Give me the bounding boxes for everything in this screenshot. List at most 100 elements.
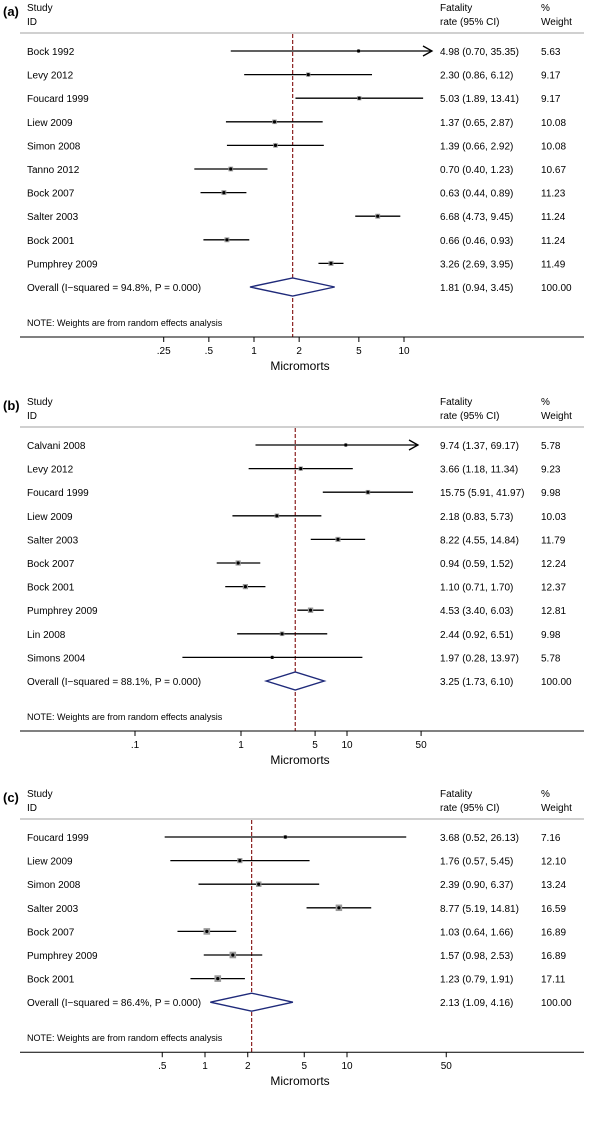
x-tick-label: .25 [157,346,171,357]
estimate-ci-text: 1.76 (0.57, 5.45) [440,857,513,868]
weights-note: NOTE: Weights are from random effects an… [27,318,223,328]
weight-text: 11.23 [541,189,566,200]
x-tick-label: 1 [238,740,244,751]
weight-text: 9.98 [541,488,561,499]
forest-panel: (c) Study ID Fatality rate (95% CI)% Weight Fo… [3,789,584,1088]
estimate-ci-text: 2.44 (0.92, 6.51) [440,630,513,641]
study-label: Levy 2012 [27,71,74,82]
x-axis-title: Micromorts [270,1074,329,1088]
estimate-ci-text: 0.66 (0.46, 0.93) [440,236,513,247]
header-id: ID [27,411,37,422]
weight-text: 12.81 [541,606,566,617]
point-estimate [216,977,220,981]
estimate-ci-text: 1.03 (0.64, 1.66) [440,927,513,938]
study-label: Liew 2009 [27,118,73,129]
point-estimate [329,261,333,265]
study-label: Calvani 2008 [27,441,86,452]
estimate-ci-text: 1.10 (0.71, 1.70) [440,583,513,594]
study-label: Bock 2007 [27,189,75,200]
overall-ci-text: 1.81 (0.94, 3.45) [440,283,513,294]
x-axis-title: Micromorts [270,753,329,767]
estimate-ci-text: 3.66 (1.18, 11.34) [440,465,518,476]
estimate-ci-text: 0.63 (0.44, 0.89) [440,189,513,200]
x-tick-label: .5 [158,1061,167,1072]
weight-text: 5.78 [541,441,561,452]
x-tick-label: 50 [441,1061,453,1072]
header-percent: % [541,397,550,408]
x-tick-label: 10 [398,346,410,357]
weight-text: 11.24 [541,236,566,247]
weight-text: 10.08 [541,141,566,152]
weight-text: 5.63 [541,47,561,58]
study-label: Pumphrey 2009 [27,259,98,270]
estimate-ci-text: 8.77 (5.19, 14.81) [440,904,519,915]
estimate-ci-text: 9.74 (1.37, 69.17) [440,441,519,452]
weight-text: 11.24 [541,212,566,223]
x-tick-label: 1 [202,1061,208,1072]
point-estimate [280,632,284,636]
weight-text: 16.89 [541,951,566,962]
header-id: ID [27,803,37,814]
study-label: Tanno 2012 [27,165,80,176]
estimate-ci-text: 8.22 (4.55, 14.84) [440,535,519,546]
study-label: Foucard 1999 [27,94,89,105]
study-label: Pumphrey 2009 [27,606,98,617]
panel-label: (a) [3,4,19,19]
header-weight: Weight [541,411,572,422]
x-tick-label: 10 [341,740,353,751]
x-tick-label: 5 [356,346,362,357]
x-tick-label: 10 [341,1061,353,1072]
point-estimate [337,906,341,910]
estimate-ci-text: 3.26 (2.69, 3.95) [440,259,513,270]
header-fatality: Fatality [440,397,472,408]
x-tick-label: 5 [312,740,318,751]
weight-text: 16.89 [541,927,566,938]
weight-text: 9.17 [541,71,561,82]
overall-ci-text: 2.13 (1.09, 4.16) [440,998,513,1009]
estimate-ci-text: 5.03 (1.89, 13.41) [440,94,519,105]
point-estimate [306,73,310,77]
overall-weight-text: 100.00 [541,998,572,1009]
x-tick-label: .1 [131,740,140,751]
x-tick-label: 1 [251,346,257,357]
header-study: Study [27,789,53,800]
ci-truncation-arrow [408,439,420,451]
header-rate-ci: rate (95% CI) [440,803,499,814]
point-estimate [366,490,370,494]
point-estimate [222,191,226,195]
point-estimate [257,882,261,886]
point-estimate [273,143,278,147]
estimate-ci-text: 4.98 (0.70, 35.35) [440,47,519,58]
point-estimate [357,96,361,100]
header-study: Study [27,397,53,408]
header-fatality: Fatality [440,789,472,800]
estimate-ci-text: 2.18 (0.83, 5.73) [440,512,513,523]
header-weight: Weight [541,803,572,814]
study-label: Pumphrey 2009 [27,951,98,962]
study-label: Bock 2001 [27,975,75,986]
header-rate-ci: rate (95% CI) [440,411,499,422]
study-label: Bock 2007 [27,927,75,938]
estimate-ci-text: 0.70 (0.40, 1.23) [440,165,513,176]
point-estimate [205,929,209,934]
x-tick-label: .5 [205,346,214,357]
estimate-ci-text: 1.39 (0.66, 2.92) [440,141,513,152]
point-estimate [344,443,348,447]
point-estimate [356,49,361,53]
weight-text: 13.24 [541,880,566,891]
overall-label: Overall (I−squared = 88.1%, P = 0.000) [27,677,201,688]
header-fatality: Fatality [440,3,472,14]
weight-text: 10.67 [541,165,566,176]
study-label: Salter 2003 [27,904,79,915]
point-estimate [283,835,287,839]
overall-label: Overall (I−squared = 94.8%, P = 0.000) [27,283,201,294]
weight-text: 5.78 [541,653,561,664]
study-label: Simons 2004 [27,653,86,664]
weights-note: NOTE: Weights are from random effects an… [27,712,223,722]
estimate-ci-text: 1.57 (0.98, 2.53) [440,951,513,962]
x-tick-label: 5 [301,1061,307,1072]
study-label: Salter 2003 [27,535,79,546]
estimate-ci-text: 6.68 (4.73, 9.45) [440,212,513,223]
header-study: Study [27,3,53,14]
